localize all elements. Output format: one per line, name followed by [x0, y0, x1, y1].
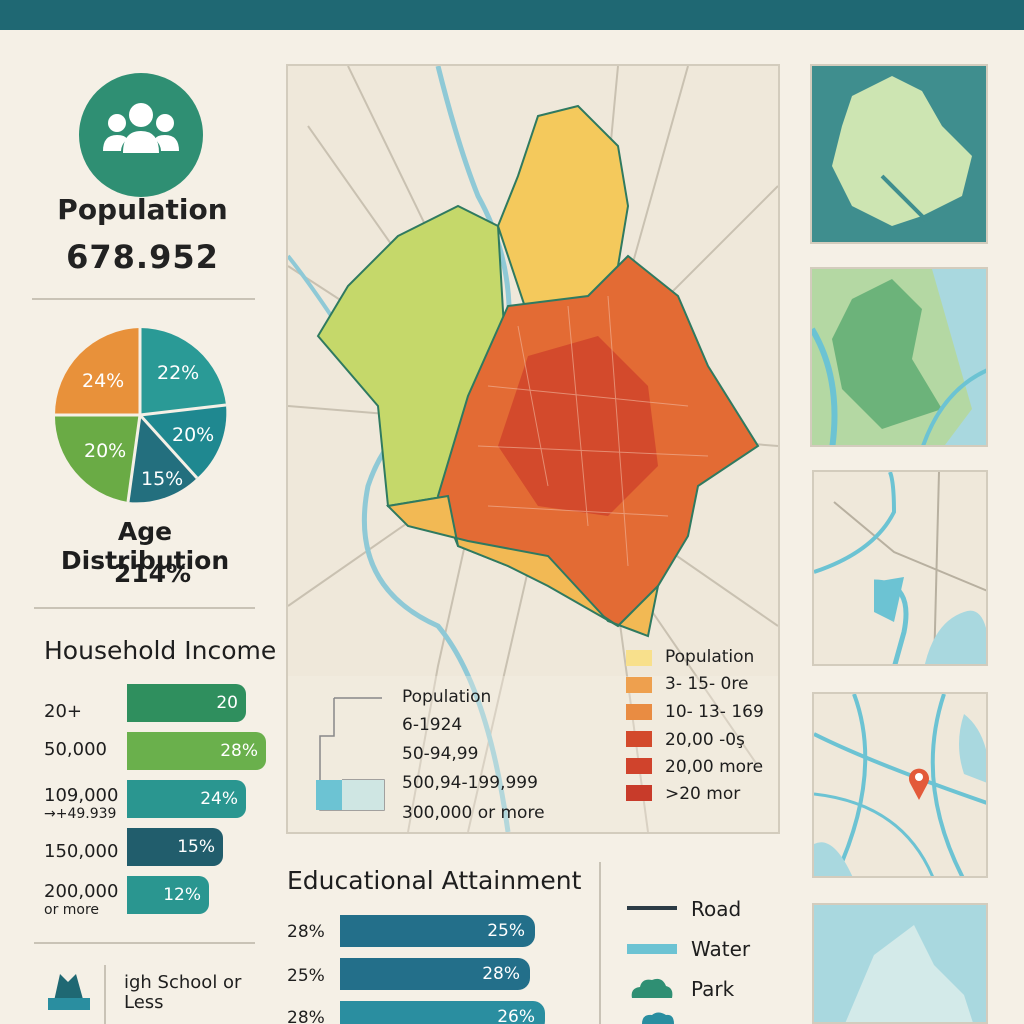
- legend-label: 50-94,99: [402, 744, 479, 764]
- legend-label: 6-1924: [402, 715, 463, 735]
- pie-slice-24: [54, 328, 141, 415]
- divider: [104, 965, 106, 1024]
- legend-label: 20,00 more: [665, 757, 764, 777]
- legend-right-title: Population: [665, 647, 755, 667]
- legend-label: 20,00 -0ş: [665, 730, 745, 750]
- income-category: 50,000: [44, 739, 107, 760]
- legend-swatch: [626, 650, 652, 666]
- income-bar: 12%: [127, 876, 209, 914]
- school-icon: [48, 974, 90, 1010]
- pie-label: 20%: [84, 440, 127, 462]
- water-key-icon: [627, 944, 677, 954]
- road-key-icon: [627, 906, 677, 910]
- income-bar: 24%: [127, 780, 246, 818]
- legend-swatch: [626, 731, 652, 747]
- thumbnail-map-3[interactable]: [812, 470, 988, 666]
- age-pie-chart: [54, 328, 227, 503]
- divider: [32, 298, 255, 300]
- education-label: 28%: [287, 1008, 325, 1024]
- pie-slice-22: [140, 328, 226, 415]
- income-category: 150,000: [44, 841, 119, 862]
- household-income-title: Household Income: [44, 636, 277, 665]
- education-bar: 28%: [340, 958, 530, 990]
- pie-slice-20a: [140, 405, 227, 478]
- thumbnail-map-4[interactable]: [812, 692, 988, 878]
- divider: [34, 942, 255, 944]
- pie-slice-20b: [54, 415, 140, 502]
- education-title: Educational Attainment: [287, 866, 582, 895]
- location-pin-icon[interactable]: [907, 766, 931, 800]
- legend-swatch: [626, 704, 652, 720]
- pie-label: 15%: [141, 468, 184, 490]
- pie-label: 20%: [172, 424, 215, 446]
- income-bar: 28%: [127, 732, 266, 770]
- education-label: 25%: [287, 966, 325, 986]
- legend-swatch: [626, 677, 652, 693]
- key-label: Road: [691, 897, 742, 921]
- population-title: Population: [57, 193, 228, 226]
- legend-label: 3- 15- 0re: [665, 674, 749, 694]
- legend-label: 500,94-199,999: [402, 773, 538, 793]
- map-region-core[interactable]: [498, 336, 658, 516]
- divider: [34, 607, 255, 609]
- education-label: 28%: [287, 922, 325, 942]
- key-label: Water: [691, 937, 751, 961]
- legend-label: 10- 13- 169: [665, 702, 764, 722]
- education-bar: 26%: [340, 1001, 545, 1024]
- legend-swatch: [626, 785, 652, 801]
- income-category: 109,000 →+49.939: [44, 785, 119, 822]
- income-bar: 20: [127, 684, 246, 722]
- key-icon: [642, 1012, 674, 1024]
- income-bar: 15%: [127, 828, 223, 866]
- pie-slice-15: [128, 415, 197, 503]
- education-bar: 25%: [340, 915, 535, 947]
- pie-label: 22%: [157, 362, 200, 384]
- legend-label: >20 mor: [665, 784, 741, 804]
- age-title: Age Distribution: [60, 517, 230, 575]
- people-icon: [79, 73, 203, 197]
- population-value: 678.952: [66, 238, 219, 276]
- education-level-label: igh School or Less: [124, 972, 242, 1013]
- legend-swatch: [626, 758, 652, 774]
- thumbnail-map-2[interactable]: [810, 267, 988, 447]
- legend-inset-map: [316, 697, 385, 811]
- age-value: 214%: [113, 559, 192, 588]
- thumbnail-map-5[interactable]: [812, 903, 988, 1024]
- park-key-icon: [631, 978, 673, 998]
- pie-label: 24%: [82, 370, 125, 392]
- legend-label: 300,000 or more: [402, 803, 545, 823]
- legend-left-title: Population: [402, 687, 492, 707]
- map-region-south[interactable]: [385, 494, 660, 638]
- divider: [599, 862, 601, 1024]
- income-category: 200,000 or more: [44, 881, 119, 918]
- key-label: Park: [691, 977, 735, 1001]
- top-banner: [0, 0, 1024, 30]
- income-category: 20+: [44, 701, 82, 722]
- thumbnail-map-1[interactable]: [810, 64, 988, 244]
